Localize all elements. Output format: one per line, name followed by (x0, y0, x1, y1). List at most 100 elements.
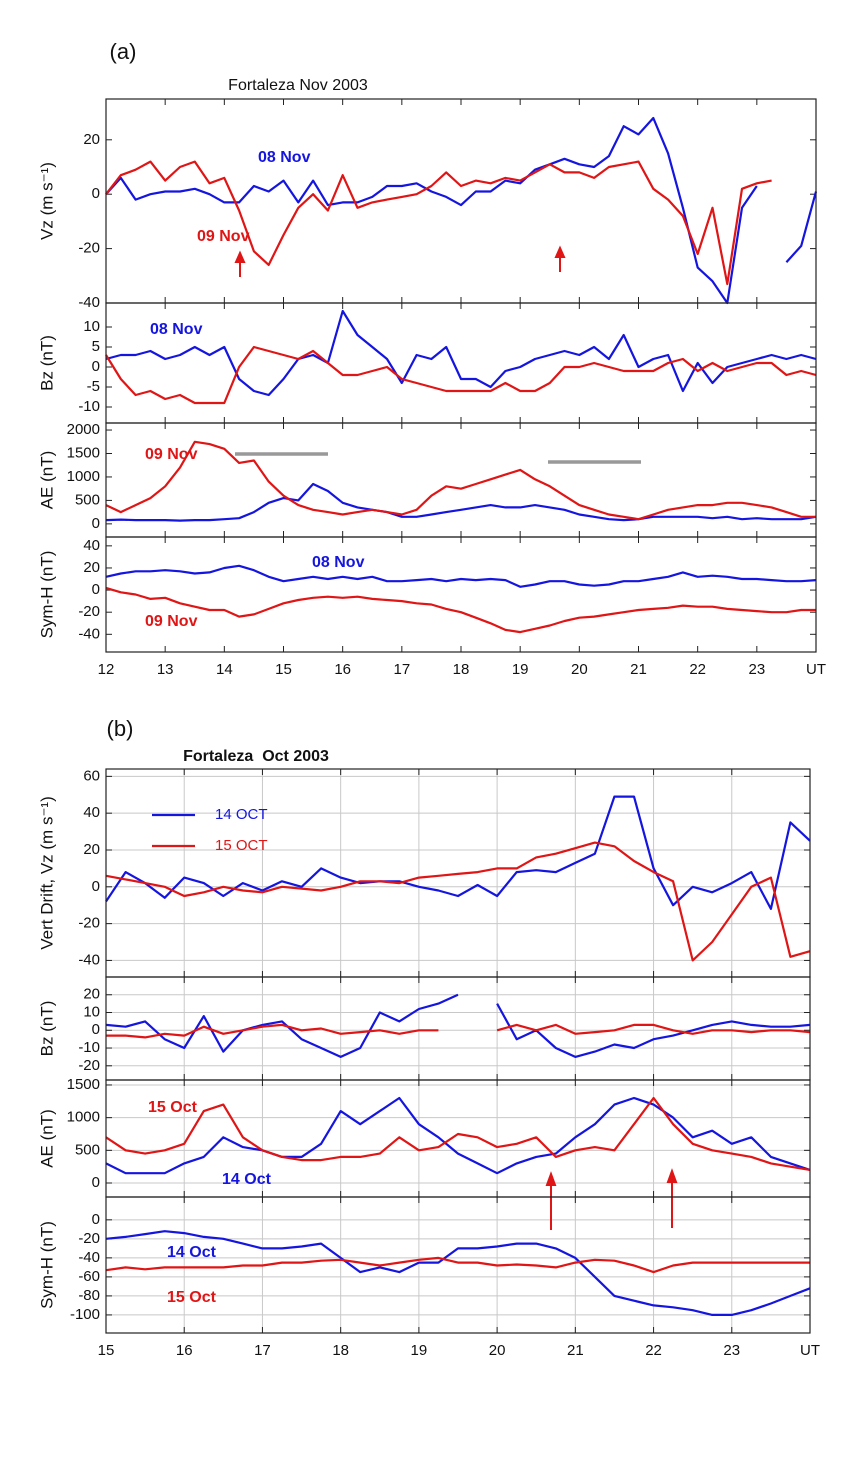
series-label: 08 Nov (258, 149, 311, 166)
y-axis-label: Sym-H (nT) (37, 551, 56, 639)
y-tick-label: -40 (78, 294, 100, 311)
series-line (105, 564, 817, 588)
x-tick-label: 23 (748, 661, 765, 678)
y-tick-label: -20 (78, 1057, 100, 1074)
series-label: 08 Nov (312, 554, 365, 571)
series-label: 09 Nov (145, 613, 198, 630)
y-tick-label: -40 (78, 1249, 100, 1266)
x-tick-label: 12 (98, 661, 115, 678)
y-tick-label: -100 (70, 1306, 100, 1323)
arrow-head (666, 1168, 678, 1183)
x-tick-label: 14 (216, 661, 233, 678)
series-line (105, 345, 817, 405)
x-tick-label: UT (806, 661, 826, 678)
panel-title: Fortaleza Nov 2003 (228, 77, 368, 94)
y-tick-label: -20 (78, 603, 100, 620)
series-line (105, 1096, 811, 1171)
y-tick-label: 0 (92, 1021, 100, 1038)
x-tick-label: 21 (630, 661, 647, 678)
y-tick-label: 20 (83, 559, 100, 576)
y-tick-label: 0 (92, 878, 100, 895)
y-tick-label: 40 (83, 804, 100, 821)
y-axis-label: Bz (nT) (37, 1001, 56, 1057)
x-tick-label: 15 (275, 661, 292, 678)
y-tick-label: 40 (83, 537, 100, 554)
series-label: 15 Oct (167, 1289, 217, 1306)
series-line (105, 1096, 811, 1175)
series-line (105, 1256, 810, 1274)
series-line (105, 795, 811, 910)
series-line (105, 160, 772, 286)
arrow-head (234, 250, 246, 263)
y-axis-label: Bz (nT) (37, 335, 56, 391)
y-axis-label: Vert Drift, Vz (m s⁻¹) (37, 796, 56, 949)
series-line (105, 841, 811, 962)
x-tick-label: 22 (645, 1342, 662, 1359)
y-tick-label: -60 (78, 1268, 100, 1285)
x-tick-label: 15 (98, 1342, 115, 1359)
x-tick-label: UT (800, 1342, 820, 1359)
legend-label: 15 OCT (215, 837, 268, 854)
x-tick-label: 17 (393, 661, 410, 678)
annotations (235, 452, 641, 464)
x-tick-label: 20 (571, 661, 588, 678)
y-tick-label: -40 (78, 951, 100, 968)
x-tick-label: 16 (176, 1342, 193, 1359)
y-axis-label: AE (nT) (37, 1109, 56, 1168)
y-tick-label: 0 (92, 185, 100, 202)
y-tick-label: -10 (78, 1039, 100, 1056)
y-tick-label: 0 (92, 1174, 100, 1191)
x-tick-label: 19 (411, 1342, 428, 1359)
x-tick-label: 13 (157, 661, 174, 678)
arrow-head (545, 1171, 557, 1186)
y-tick-label: 1500 (67, 1076, 100, 1093)
arrows (234, 245, 678, 1230)
x-tick-label: 18 (332, 1342, 349, 1359)
series-label: 09 Nov (145, 446, 198, 463)
y-tick-label: 0 (92, 358, 100, 375)
series-line (106, 1023, 811, 1039)
y-tick-label: -80 (78, 1287, 100, 1304)
x-tick-label: 19 (512, 661, 529, 678)
series-line (105, 993, 811, 1058)
y-tick-label: 1000 (67, 468, 100, 485)
y-axis-label: Vz (m s⁻¹) (37, 162, 56, 240)
y-tick-label: 10 (83, 318, 100, 335)
y-axis-label: Sym-H (nT) (37, 1221, 56, 1309)
y-tick-label: 1500 (67, 444, 100, 461)
y-tick-label: 20 (83, 841, 100, 858)
series-line (105, 440, 816, 521)
y-tick-label: 5 (92, 338, 100, 355)
y-tick-label: -20 (78, 1230, 100, 1247)
y-tick-label: -40 (78, 625, 100, 642)
x-tick-label: 16 (334, 661, 351, 678)
series-label: 15 Oct (148, 1099, 198, 1116)
y-tick-label: 1000 (67, 1109, 100, 1126)
x-tick-label: 22 (689, 661, 706, 678)
y-tick-label: -20 (78, 915, 100, 932)
series-line (105, 482, 817, 522)
x-tick-label: 18 (453, 661, 470, 678)
series-line (105, 116, 818, 305)
arrow-head (554, 245, 566, 258)
x-tick-label: 21 (567, 1342, 584, 1359)
series-line (105, 309, 817, 397)
y-tick-label: -5 (87, 378, 100, 395)
y-tick-label: -20 (78, 240, 100, 257)
y-tick-label: 0 (92, 1211, 100, 1228)
y-tick-label: -10 (78, 398, 100, 415)
y-tick-label: 60 (83, 767, 100, 784)
y-tick-label: 10 (83, 1003, 100, 1020)
x-tick-label: 17 (254, 1342, 271, 1359)
y-tick-label: 0 (92, 581, 100, 598)
panel-label: (b) (107, 716, 134, 741)
legend-label: 14 OCT (215, 806, 268, 823)
plot-frame (105, 1196, 811, 1334)
y-tick-label: 20 (83, 986, 100, 1003)
x-tick-label: 23 (723, 1342, 740, 1359)
x-tick-label: 20 (489, 1342, 506, 1359)
series-label: 08 Nov (150, 321, 203, 338)
panel-title: Fortaleza Oct 2003 (183, 748, 329, 765)
series-label: 09 Nov (197, 228, 250, 245)
